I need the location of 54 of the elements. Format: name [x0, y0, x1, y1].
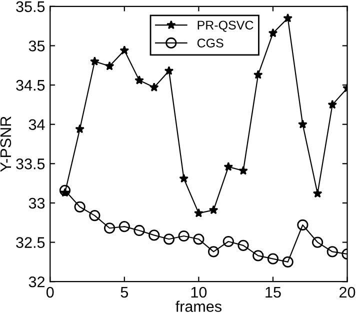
y-tick-label: 33.5 [16, 158, 45, 170]
point [297, 219, 308, 231]
legend-label: CGS [197, 38, 224, 48]
point [118, 221, 130, 232]
point [120, 46, 130, 54]
point [267, 253, 279, 264]
point [149, 82, 159, 92]
point [328, 100, 338, 109]
point [208, 205, 218, 214]
point [74, 201, 86, 212]
x-tick-label: 10 [191, 286, 207, 298]
point [104, 222, 116, 234]
point [90, 56, 100, 66]
point [268, 28, 278, 38]
point [75, 124, 84, 134]
point [193, 234, 204, 245]
y-axis-title: Y-PSNR [0, 116, 12, 172]
y-tick-label: 32 [28, 276, 44, 288]
point [134, 224, 145, 236]
point [134, 75, 144, 84]
x-tick-label: 15 [266, 287, 281, 298]
point [104, 61, 114, 70]
y-tick-label: 34.5 [16, 80, 45, 91]
x-tick-label: 20 [340, 286, 356, 298]
x-tick-label: 0 [46, 286, 54, 298]
y-tick-label: 35.5 [16, 1, 45, 12]
point [208, 246, 220, 258]
y-tick-label: 35 [28, 40, 45, 52]
point [238, 240, 249, 251]
point [194, 208, 204, 218]
point [312, 236, 324, 248]
point [164, 66, 174, 75]
point [298, 119, 308, 128]
y-tick-label: 32.5 [16, 237, 45, 248]
point [312, 188, 322, 198]
point [148, 230, 160, 241]
point [59, 184, 71, 196]
point [252, 250, 264, 262]
y-tick-label: 34 [28, 119, 45, 130]
point [283, 13, 292, 22]
x-axis-title: frames [176, 300, 222, 312]
point [224, 162, 234, 171]
point [253, 70, 263, 79]
x-tick-label: 5 [120, 287, 128, 298]
point [222, 236, 234, 248]
point [238, 166, 248, 175]
point [179, 174, 188, 183]
legend-label: PR-QSVC [198, 20, 254, 32]
point [282, 256, 294, 268]
point [89, 210, 100, 222]
y-tick-label: 33 [28, 198, 45, 209]
point [326, 246, 338, 258]
point [178, 230, 190, 242]
point [163, 234, 175, 245]
